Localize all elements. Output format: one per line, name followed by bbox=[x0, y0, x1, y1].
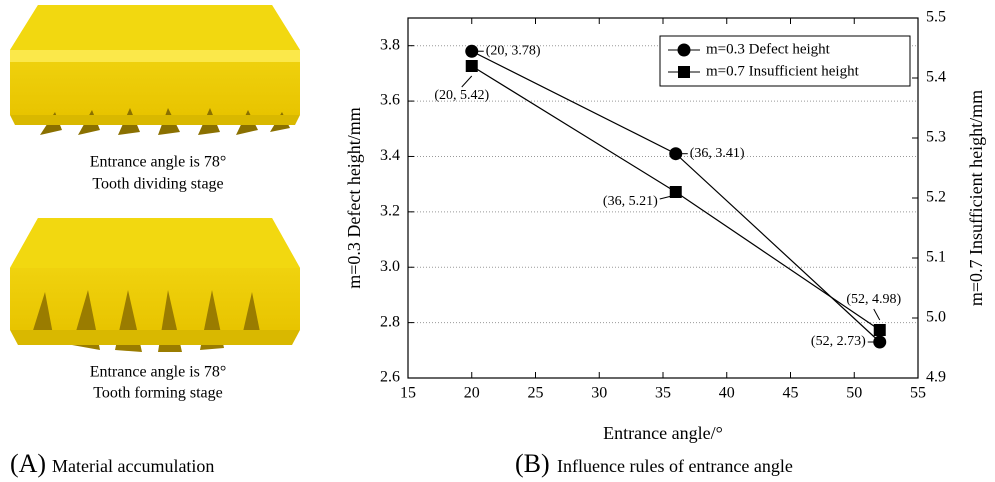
y2-tick-label: 5.5 bbox=[926, 9, 946, 26]
data-point bbox=[466, 60, 478, 72]
legend-marker bbox=[678, 44, 691, 57]
data-label: (52, 4.98) bbox=[846, 292, 901, 307]
panel-label: (A) bbox=[10, 449, 46, 478]
data-label: (36, 3.41) bbox=[690, 146, 745, 161]
y-tick-label: 3.2 bbox=[380, 203, 400, 220]
image-caption: Entrance angle is 78° bbox=[90, 154, 227, 171]
y2-axis-title: m=0.7 Insufficient height/mm bbox=[966, 90, 986, 306]
data-label: (52, 2.73) bbox=[811, 334, 866, 349]
legend-label: m=0.3 Defect height bbox=[706, 41, 831, 57]
image-caption: Entrance angle is 78° bbox=[90, 364, 227, 381]
x-tick-label: 45 bbox=[783, 385, 799, 402]
x-tick-label: 15 bbox=[400, 385, 416, 402]
gear-image-forming bbox=[10, 218, 300, 352]
panel-caption: Material accumulation bbox=[52, 456, 214, 476]
y2-tick-label: 4.9 bbox=[926, 369, 946, 386]
data-label: (20, 3.78) bbox=[486, 43, 541, 58]
data-label: (20, 5.42) bbox=[434, 88, 489, 103]
y-tick-label: 2.8 bbox=[380, 313, 400, 330]
x-tick-label: 40 bbox=[719, 385, 735, 402]
figure: Entrance angle is 78° Tooth dividing sta… bbox=[0, 0, 995, 482]
y2-tick-label: 5.4 bbox=[926, 69, 946, 86]
data-point bbox=[874, 324, 886, 336]
y2-tick-label: 5.3 bbox=[926, 129, 946, 146]
label-leader bbox=[874, 309, 880, 320]
x-tick-label: 25 bbox=[528, 385, 544, 402]
y-tick-label: 2.6 bbox=[380, 369, 400, 386]
image-caption: Tooth dividing stage bbox=[92, 176, 223, 193]
x-tick-label: 55 bbox=[910, 385, 926, 402]
x-tick-label: 35 bbox=[655, 385, 671, 402]
x-axis-title: Entrance angle/° bbox=[603, 423, 723, 443]
legend-label: m=0.7 Insufficient height bbox=[706, 63, 860, 79]
y-tick-label: 3.6 bbox=[380, 92, 400, 109]
y-tick-label: 3.4 bbox=[380, 147, 400, 164]
panel-label: (B) bbox=[515, 449, 550, 478]
y-tick-label: 3.0 bbox=[380, 258, 400, 275]
x-tick-label: 50 bbox=[846, 385, 862, 402]
y2-tick-label: 5.1 bbox=[926, 249, 946, 266]
gear-image-dividing bbox=[10, 5, 300, 135]
y-tick-label: 3.8 bbox=[380, 36, 400, 53]
x-tick-label: 30 bbox=[591, 385, 607, 402]
legend-marker bbox=[678, 66, 690, 78]
y2-tick-label: 5.0 bbox=[926, 309, 946, 326]
data-label: (36, 5.21) bbox=[603, 194, 658, 209]
y2-tick-label: 5.2 bbox=[926, 189, 946, 206]
panel-caption: Influence rules of entrance angle bbox=[557, 456, 793, 476]
image-caption: Tooth forming stage bbox=[93, 385, 223, 402]
label-leader bbox=[462, 76, 472, 87]
y-axis-title: m=0.3 Defect height/mm bbox=[344, 107, 364, 289]
x-tick-label: 20 bbox=[464, 385, 480, 402]
